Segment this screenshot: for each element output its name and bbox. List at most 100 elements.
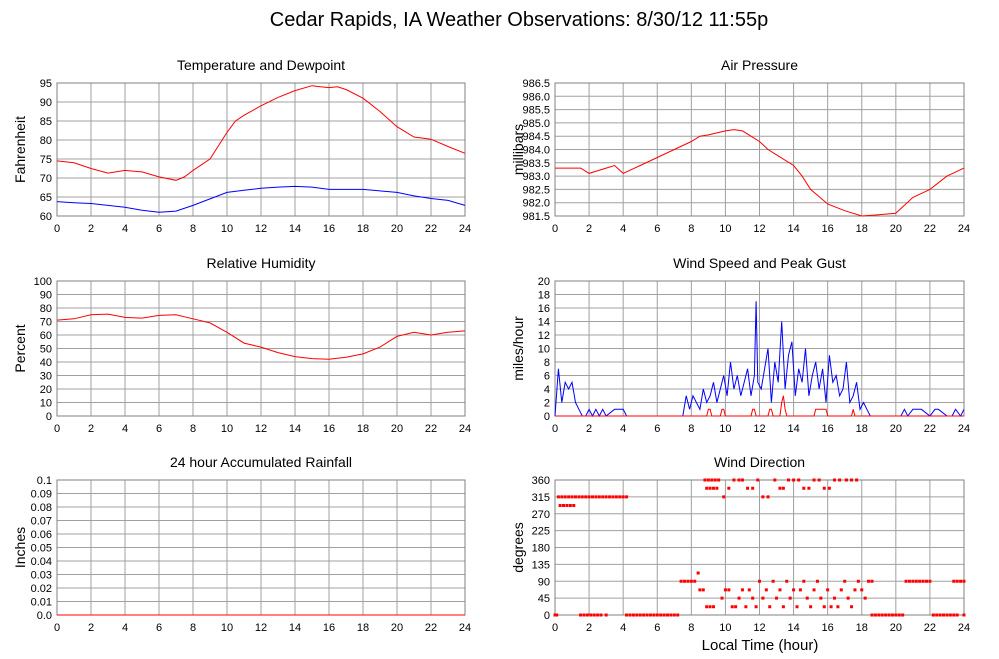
direction-point — [676, 613, 680, 617]
y-tick-label: 0.01 — [31, 597, 52, 609]
x-tick-label: 4 — [122, 622, 128, 634]
x-tick-label: 16 — [323, 223, 335, 235]
x-tick-label: 0 — [552, 423, 558, 435]
direction-point — [764, 588, 768, 592]
series-line-0 — [56, 85, 466, 181]
x-tick-label: 14 — [289, 622, 301, 634]
y-tick-label: 0.02 — [31, 583, 52, 595]
direction-point — [850, 478, 854, 482]
direction-point — [798, 588, 802, 592]
y-axis-label: degrees — [510, 522, 526, 573]
direction-point — [686, 579, 690, 583]
direction-point — [873, 613, 877, 617]
y-tick-label: 986.0 — [522, 91, 550, 103]
direction-point — [766, 495, 770, 499]
x-tick-label: 20 — [890, 622, 902, 634]
direction-point — [771, 579, 775, 583]
direction-point — [711, 605, 715, 609]
series-0 — [553, 478, 966, 617]
direction-point — [815, 579, 819, 583]
x-tick-label: 0 — [54, 423, 60, 435]
y-tick-label: 85 — [40, 116, 52, 128]
y-tick-label: 100 — [34, 276, 52, 288]
direction-point — [877, 613, 881, 617]
direction-point — [723, 588, 727, 592]
y-tick-label: 16 — [538, 303, 550, 315]
direction-point — [795, 605, 799, 609]
direction-point — [662, 613, 666, 617]
direction-point — [590, 495, 594, 499]
direction-point — [850, 605, 854, 609]
direction-point — [696, 571, 700, 575]
y-tick-label: 0 — [544, 610, 550, 622]
direction-point — [880, 613, 884, 617]
direction-point — [727, 588, 731, 592]
y-tick-label: 0.0 — [37, 610, 52, 622]
x-tick-label: 10 — [221, 223, 233, 235]
direction-point — [853, 588, 857, 592]
direction-point — [838, 478, 842, 482]
direction-point — [708, 486, 712, 490]
direction-point — [812, 588, 816, 592]
y-axis-label: Fahrenheit — [12, 116, 28, 183]
y-tick-label: 983.5 — [522, 158, 550, 170]
x-tick-label: 12 — [255, 223, 267, 235]
direction-point — [642, 613, 646, 617]
direction-point — [788, 596, 792, 600]
x-tick-label: 14 — [787, 423, 799, 435]
x-tick-label: 0 — [54, 622, 60, 634]
y-axis-label: Inches — [12, 527, 28, 568]
direction-point — [732, 478, 736, 482]
y-tick-label: 4 — [544, 384, 550, 396]
x-tick-label: 20 — [890, 223, 902, 235]
y-tick-label: 8 — [544, 357, 550, 369]
chart-title: Relative Humidity — [207, 255, 316, 271]
plot-frame — [56, 280, 466, 417]
direction-point — [901, 613, 905, 617]
series-line-1 — [555, 395, 964, 417]
y-tick-label: 0.03 — [31, 570, 52, 582]
direction-point — [887, 613, 891, 617]
direction-point — [870, 613, 874, 617]
direction-point — [625, 495, 629, 499]
x-axis-label: Local Time (hour) — [702, 637, 819, 654]
direction-point — [672, 613, 676, 617]
direction-point — [817, 478, 821, 482]
x-tick-label: 2 — [586, 622, 592, 634]
direction-point — [797, 478, 801, 482]
x-tick-label: 8 — [190, 423, 196, 435]
direction-point — [802, 486, 806, 490]
y-tick-label: 95 — [40, 78, 52, 90]
direction-point — [781, 486, 785, 490]
y-tick-label: 60 — [40, 330, 52, 342]
direction-point — [740, 588, 744, 592]
direction-point — [809, 605, 813, 609]
direction-point — [778, 486, 782, 490]
direction-point — [584, 495, 588, 499]
direction-point — [807, 486, 811, 490]
x-tick-label: 6 — [654, 423, 660, 435]
direction-point — [669, 613, 673, 617]
direction-point — [855, 478, 859, 482]
direction-point — [843, 579, 847, 583]
direction-point — [596, 613, 600, 617]
direction-point — [955, 613, 959, 617]
chart-wind: 0 2 4 6 8 10 12 14 16 18 20 22 2402468101214161820Wi… — [510, 255, 970, 435]
y-tick-label: 983.0 — [522, 171, 550, 183]
direction-point — [737, 596, 741, 600]
y-tick-label: 985.0 — [522, 118, 550, 130]
plot-frame — [56, 82, 466, 217]
x-tick-label: 18 — [856, 423, 868, 435]
x-tick-label: 2 — [88, 423, 94, 435]
direction-point — [720, 596, 724, 600]
y-tick-label: 12 — [538, 330, 550, 342]
x-tick-label: 10 — [719, 223, 731, 235]
direction-point — [747, 588, 751, 592]
direction-point — [565, 504, 569, 507]
plot-frame — [554, 82, 965, 217]
x-tick-label: 18 — [856, 622, 868, 634]
direction-point — [604, 613, 608, 617]
direction-point — [558, 504, 562, 507]
